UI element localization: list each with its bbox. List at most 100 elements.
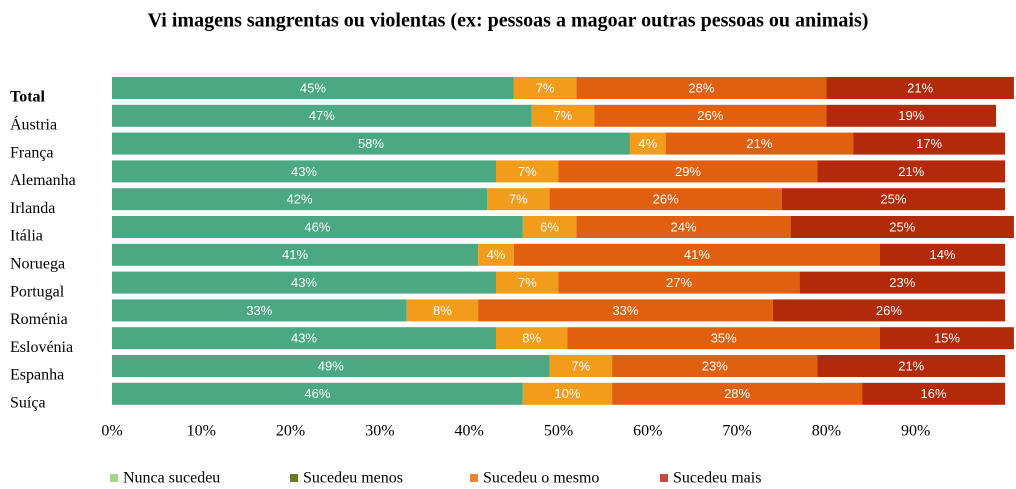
legend-swatch: [290, 474, 298, 482]
value-label: 8%: [522, 331, 541, 346]
bar-segment: [549, 188, 782, 211]
bar-segment: [790, 216, 1014, 238]
x-tick-label: 10%: [187, 423, 216, 440]
value-label: 25%: [889, 219, 915, 234]
bar-segment: [112, 104, 532, 127]
value-label: 4%: [638, 136, 657, 151]
value-label: 25%: [880, 192, 906, 207]
y-tick-label: França: [10, 144, 54, 161]
value-label: 19%: [898, 108, 924, 123]
legend-swatch: [470, 474, 478, 482]
value-label: 7%: [518, 164, 537, 179]
bar-segment: [495, 160, 559, 183]
legend-label: Sucedeu o mesmo: [483, 470, 599, 487]
value-label: 28%: [724, 386, 750, 401]
value-label: 23%: [702, 358, 728, 373]
bar-segment: [531, 104, 595, 127]
value-label: 33%: [246, 303, 272, 318]
value-label: 35%: [711, 331, 737, 346]
legend-label: Nunca sucedeu: [123, 470, 220, 487]
bar-segment: [112, 355, 550, 377]
bar-segment: [522, 382, 613, 405]
value-label: 7%: [536, 80, 555, 95]
bar-segment: [576, 216, 791, 238]
x-tick-label: 40%: [455, 423, 484, 440]
value-label: 21%: [898, 164, 924, 179]
bar-segment: [478, 243, 514, 266]
bar-segment: [513, 243, 880, 266]
bar-segment: [112, 382, 523, 405]
y-tick-label: Portugal: [10, 283, 65, 300]
x-tick-label: 50%: [544, 423, 573, 440]
y-tick-label: Itália: [10, 228, 43, 245]
value-label: 24%: [671, 219, 697, 234]
chart-title: Vi imagens sangrentas ou violentas (ex: …: [148, 10, 869, 32]
value-label: 26%: [876, 303, 902, 318]
value-label: 17%: [916, 136, 942, 151]
bar-segment: [406, 299, 479, 322]
x-tick-label: 0%: [101, 423, 122, 440]
value-label: 7%: [518, 275, 537, 290]
bar-segment: [817, 160, 1005, 183]
value-label: 45%: [300, 80, 326, 95]
bar-segment: [817, 355, 1005, 377]
value-label: 43%: [291, 331, 317, 346]
value-label: 7%: [509, 192, 528, 207]
bar-segment: [478, 299, 773, 322]
value-label: 23%: [889, 275, 915, 290]
bar-segment: [522, 216, 577, 238]
x-tick-label: 30%: [365, 423, 394, 440]
y-tick-label: Áustria: [10, 114, 57, 133]
bar-segment: [112, 271, 496, 294]
bar-segment: [772, 299, 1005, 322]
x-tick-label: 20%: [276, 423, 305, 440]
value-label: 43%: [291, 164, 317, 179]
bar-segment: [576, 77, 827, 99]
value-label: 29%: [675, 164, 701, 179]
bar-segment: [879, 243, 1005, 266]
y-tick-label: Noruega: [10, 255, 65, 272]
bar-segment: [826, 104, 997, 127]
bar-segment: [799, 271, 1005, 294]
value-label: 15%: [934, 331, 960, 346]
value-label: 27%: [666, 275, 692, 290]
bar-segment: [112, 132, 630, 155]
value-label: 10%: [554, 386, 580, 401]
y-tick-label: Irlanda: [10, 200, 55, 217]
value-label: 7%: [571, 358, 590, 373]
bar-segment: [495, 327, 568, 350]
value-label: 4%: [487, 247, 506, 262]
bar-segment: [781, 188, 1005, 211]
bar-segment: [112, 299, 407, 322]
value-label: 33%: [612, 303, 638, 318]
bar-segment: [558, 271, 800, 294]
bar-segment: [612, 382, 863, 405]
bar-segment: [495, 271, 559, 294]
value-label: 58%: [358, 136, 384, 151]
bar-segment: [112, 216, 523, 238]
x-tick-label: 60%: [633, 423, 662, 440]
bar-segment: [862, 382, 1005, 405]
value-label: 26%: [653, 192, 679, 207]
bar-segment: [549, 355, 613, 377]
y-tick-label: Alemanha: [10, 172, 76, 189]
legend-label: Sucedeu mais: [673, 470, 761, 487]
value-label: 14%: [929, 247, 955, 262]
legend-swatch: [660, 474, 668, 482]
value-label: 21%: [898, 358, 924, 373]
y-tick-label: Suíça: [10, 394, 46, 411]
value-label: 28%: [688, 80, 714, 95]
x-tick-label: 70%: [722, 423, 751, 440]
bar-segment: [629, 132, 666, 155]
value-label: 6%: [540, 219, 559, 234]
bar-segment: [112, 77, 514, 99]
y-tick-label: Eslovénia: [10, 339, 73, 356]
value-label: 16%: [921, 386, 947, 401]
bar-segment: [558, 160, 818, 183]
bar-segment: [853, 132, 1005, 155]
value-label: 7%: [554, 108, 573, 123]
value-label: 8%: [433, 303, 452, 318]
value-label: 49%: [318, 358, 344, 373]
bar-segment: [112, 327, 496, 350]
